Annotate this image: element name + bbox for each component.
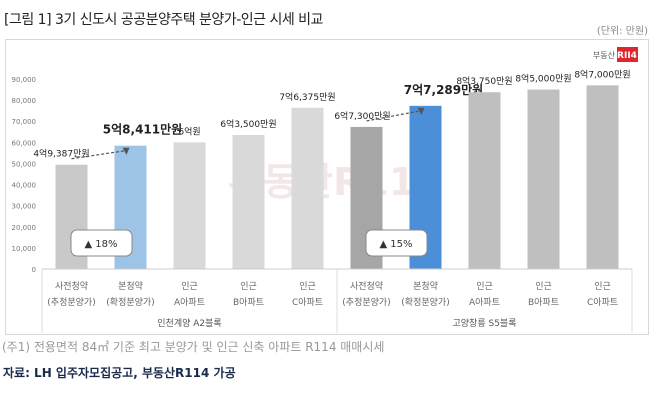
x-tick-label: (확정분양가) xyxy=(401,296,449,308)
source-note: 자료: LH 입주자모집공고, 부동산R114 가공 xyxy=(3,366,236,380)
chart-frame xyxy=(5,39,649,335)
callout-box xyxy=(70,229,133,257)
dashed-arrow xyxy=(71,150,126,160)
arrow-head xyxy=(122,147,130,155)
arrow-head xyxy=(417,107,425,115)
x-tick-label: 본청약 xyxy=(118,280,143,292)
x-tick-label: (확정분양가) xyxy=(106,296,154,308)
x-tick-label: A아파트 xyxy=(469,297,500,308)
bar xyxy=(468,92,501,269)
data-label: 8억3,750만원 xyxy=(456,75,512,87)
callout-text: ▲ 15% xyxy=(379,239,412,250)
data-label: 6억3,500만원 xyxy=(220,118,276,130)
footnote: (주1) 전용면적 84㎡ 기준 최고 분양가 및 인근 신축 아파트 R114… xyxy=(2,340,385,354)
x-tick-label: 인근 xyxy=(181,281,198,292)
x-tick-label: A아파트 xyxy=(174,297,205,308)
bar xyxy=(173,142,206,269)
y-tick-label: 40,000 xyxy=(12,182,37,190)
x-tick-label: 인근 xyxy=(476,281,493,292)
data-label: 7억6,375만원 xyxy=(279,91,335,103)
bar xyxy=(586,85,619,269)
x-tick-label: C아파트 xyxy=(292,297,323,308)
callout-box xyxy=(365,229,428,257)
bar xyxy=(527,89,560,269)
data-label: 6억7,300만원 xyxy=(334,110,390,122)
x-tick-label: 인근 xyxy=(240,281,257,292)
data-label: 6억원 xyxy=(178,125,200,137)
group-label: 고양창릉 S5블록 xyxy=(453,318,517,329)
dashed-arrow xyxy=(366,110,421,122)
x-tick-label: (추정분양가) xyxy=(47,297,95,308)
y-tick-label: 80,000 xyxy=(12,97,37,105)
x-tick-label: B아파트 xyxy=(528,297,559,308)
x-tick-label: 인근 xyxy=(535,281,552,292)
x-tick-label: 인근 xyxy=(299,281,316,292)
bar xyxy=(291,107,324,269)
logo-text: 부동산 xyxy=(593,50,616,60)
logo-r114: RII4 xyxy=(617,51,637,61)
logo-badge xyxy=(617,47,638,62)
figure-title: [그림 1] 3기 신도시 공공분양주택 분양가-인근 시세 비교 xyxy=(4,12,323,28)
data-label: 7억7,289만원 xyxy=(404,82,483,97)
x-tick-label: C아파트 xyxy=(587,297,618,308)
bar xyxy=(232,134,265,269)
y-tick-label: 50,000 xyxy=(12,160,37,168)
y-tick-label: 30,000 xyxy=(12,203,37,211)
x-tick-label: 사전청약 xyxy=(350,280,383,292)
x-tick-label: 인근 xyxy=(594,281,611,292)
y-tick-label: 90,000 xyxy=(12,76,37,84)
y-tick-label: 20,000 xyxy=(12,224,37,232)
data-label: 4억9,387만원 xyxy=(33,148,89,160)
x-tick-label: B아파트 xyxy=(233,297,264,308)
y-tick-label: 70,000 xyxy=(12,118,37,126)
data-label: 8억5,000만원 xyxy=(515,73,571,85)
x-tick-label: (추정분양가) xyxy=(342,297,390,308)
data-label: 5억8,411만원 xyxy=(103,122,182,137)
x-tick-label: 본청약 xyxy=(413,280,438,292)
y-tick-label: 60,000 xyxy=(12,139,37,147)
y-tick-label: 10,000 xyxy=(12,245,37,253)
x-tick-label: 사전청약 xyxy=(55,280,88,292)
callout-text: ▲ 18% xyxy=(84,239,117,250)
group-label: 인천계양 A2블록 xyxy=(157,317,221,329)
y-tick-label: 0 xyxy=(32,266,36,274)
data-label: 8억7,000만원 xyxy=(574,68,630,80)
unit-label: (단위: 만원) xyxy=(596,26,648,37)
